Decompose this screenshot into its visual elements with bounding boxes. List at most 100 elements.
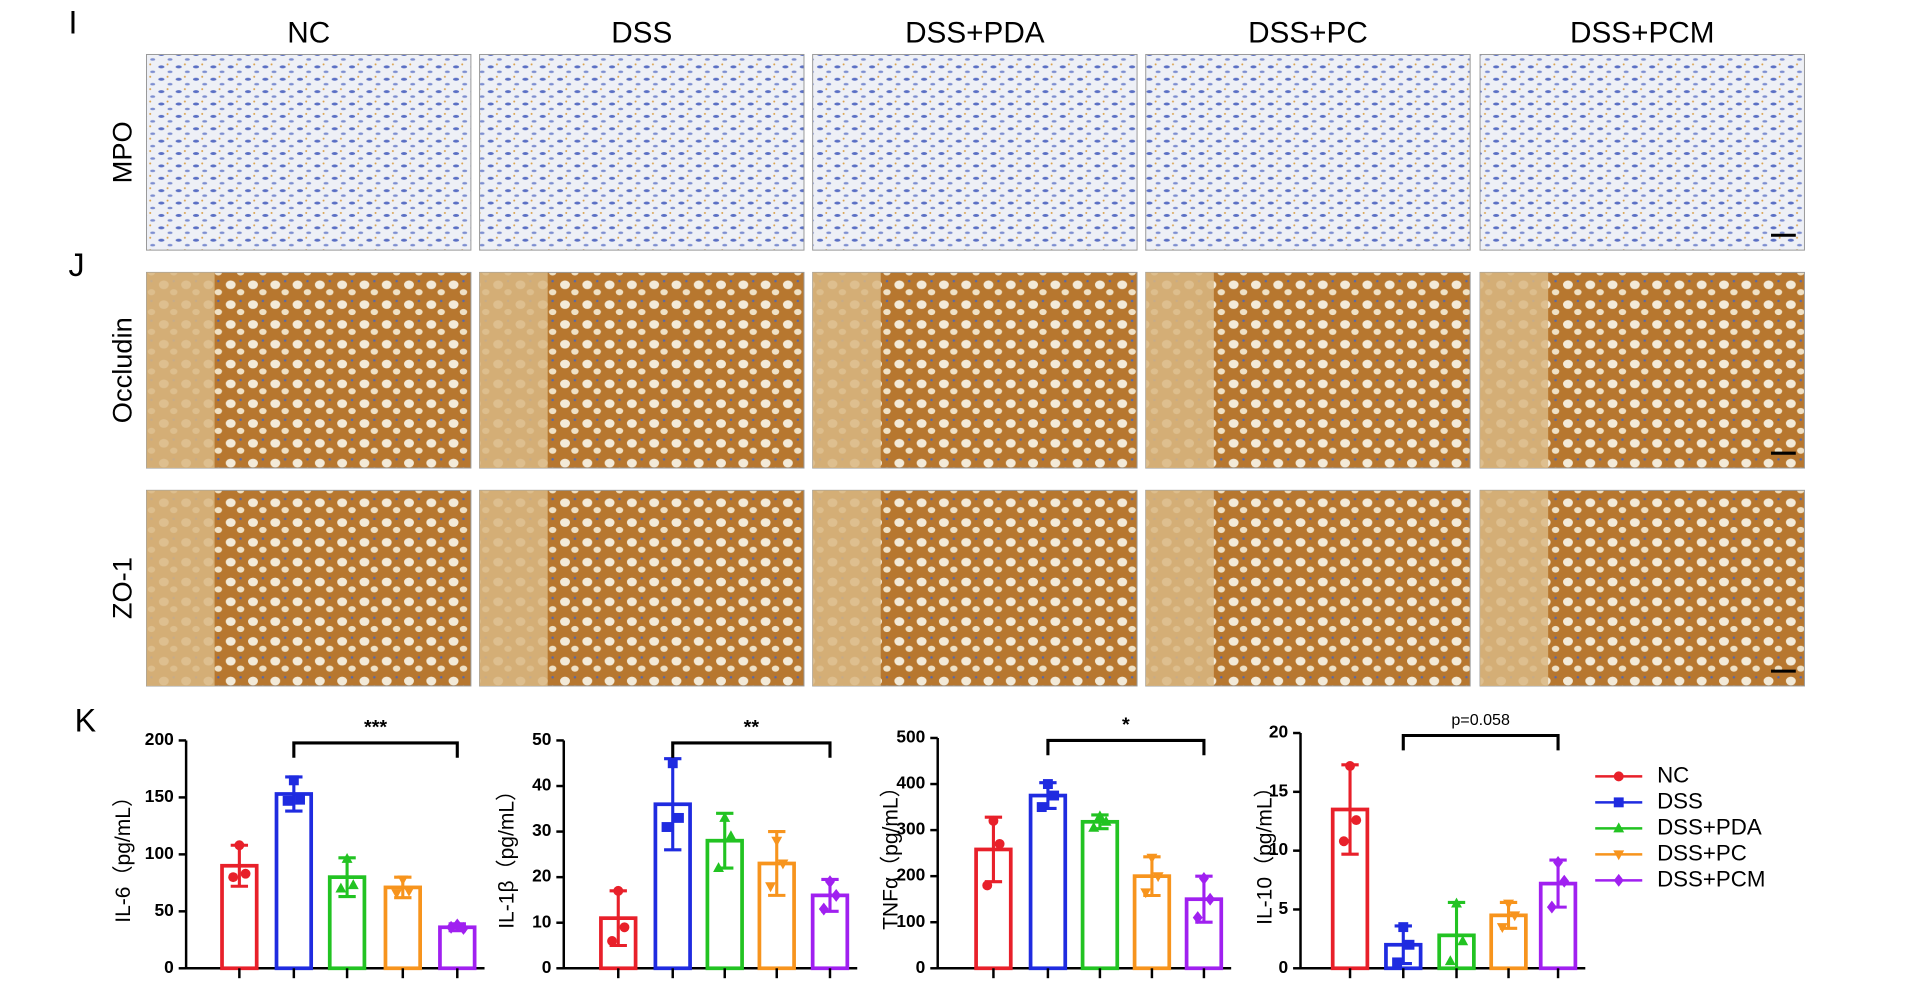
legend-marker [1613,873,1624,887]
panel-label: J [68,247,84,283]
column-label: DSS+PC [1248,17,1368,50]
micrograph [145,53,472,251]
muscle-layer [812,490,881,686]
legend-marker [1613,850,1625,861]
column-label: DSS [611,17,672,50]
y-tick-label: 100 [145,843,174,863]
significance-bracket [292,741,459,758]
data-point [1451,897,1462,908]
data-point [1503,899,1514,910]
data-point [347,879,359,890]
data-point [234,840,245,851]
muscle-layer [479,490,548,686]
data-point [982,880,993,891]
bar [383,885,422,971]
y-tick-label: 5 [1278,898,1288,918]
data-point [282,795,293,806]
data-point [1553,855,1564,869]
data-point [667,758,678,769]
y-tick-label: 15 [1269,780,1289,800]
legend-label: DSS [1657,788,1703,813]
data-point [765,882,777,893]
bar [1489,913,1528,971]
data-point [1351,815,1362,826]
data-point [719,811,731,822]
data-point [1398,922,1409,933]
micrograph [1479,53,1805,251]
significance-label: * [1122,714,1130,736]
data-point [1140,888,1152,899]
significance-bracket [1046,738,1206,756]
data-point [391,889,403,900]
muscle-layer [146,490,215,686]
legend-label: DSS+PCM [1657,866,1765,891]
data-point [1192,911,1203,925]
panel-label: I [68,4,77,40]
muscle-layer [479,272,548,469]
muscle-layer [1480,490,1549,686]
data-point [1049,790,1060,801]
legend-marker [1613,822,1625,833]
y-tick-label: 0 [542,957,552,977]
y-tick-label: 0 [1278,957,1288,977]
data-point [1338,836,1349,847]
muscle-layer [1480,272,1549,469]
data-point [994,838,1005,849]
data-point [1198,872,1209,885]
muscle-layer [1145,490,1214,686]
data-point [613,885,624,896]
bar [1080,819,1120,971]
data-point [403,886,415,897]
y-tick-label: 10 [532,911,551,931]
data-point [1042,779,1053,789]
y-tick-label: 50 [154,900,173,920]
bar [1028,793,1068,971]
data-point [1100,815,1112,826]
legend-label: DSS+PDA [1657,814,1762,839]
significance-bracket [671,741,832,758]
data-point [1509,911,1521,922]
y-tick-label: 10 [1269,839,1288,859]
data-point [1205,892,1216,906]
bar [274,792,314,971]
column-label: DSS+PDA [905,17,1045,50]
data-point [1345,761,1355,771]
data-point [228,872,239,883]
row-label: ZO-1 [106,557,137,619]
column-label: NC [287,17,330,50]
data-point [1146,853,1158,864]
bar [1330,807,1370,971]
y-tick-label: 50 [532,729,551,749]
data-point [295,794,305,805]
y-tick-label: 500 [896,727,925,747]
y-tick-label: 300 [896,819,925,839]
data-point [458,921,469,935]
data-point [341,852,353,863]
data-point [771,836,783,847]
y-tick-label: 150 [145,786,174,806]
legend-label: NC [1657,762,1689,787]
row-label: Occludin [106,317,137,423]
error-bar [768,830,786,897]
bar [1184,897,1224,971]
data-point [1392,957,1403,968]
legend-marker [1613,797,1624,808]
y-tick-label: 30 [532,820,551,840]
row-label: MPO [106,121,137,183]
y-axis-label: IL-6（pg/mL） [112,786,135,923]
data-point [397,875,409,886]
data-point [1496,923,1508,934]
data-point [240,868,251,879]
data-point [777,859,789,870]
micrograph [1145,53,1471,251]
data-point [1036,802,1047,813]
data-point [713,862,724,872]
significance-label: p=0.058 [1451,711,1510,729]
data-point [673,812,684,823]
y-tick-label: 100 [896,911,925,931]
y-tick-label: 200 [896,865,925,885]
data-point [1152,872,1164,883]
data-point [1546,900,1557,914]
data-point [825,875,835,889]
